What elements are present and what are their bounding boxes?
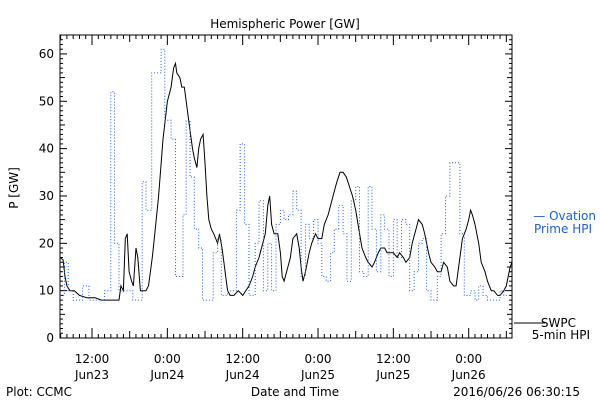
- y-tick-label: 50: [39, 94, 54, 108]
- x-tick-time-label: 0:00: [305, 352, 332, 366]
- y-tick-label: 40: [39, 142, 54, 156]
- y-axis-label: P [GW]: [7, 167, 21, 209]
- y-tick-label: 10: [39, 284, 54, 298]
- x-tick-time-label: 12:00: [376, 352, 411, 366]
- series-swpc-line: [59, 61, 513, 301]
- x-axis: 12:00 Jun23 0:00 Jun24 12:00 Jun24 0:00 Jun25 12…: [60, 35, 507, 382]
- y-axis: 0 10 20 30 40 50 60: [39, 34, 512, 345]
- y-tick-label: 60: [39, 47, 54, 61]
- x-tick-day-label: Jun25: [300, 368, 335, 382]
- x-tick-time-label: 0:00: [154, 352, 181, 366]
- x-axis-label: Date and Time: [251, 385, 339, 399]
- plot-timestamp: 2016/06/26 06:30:15: [453, 385, 580, 399]
- x-tick-day-label: Jun23: [74, 368, 109, 382]
- x-tick-time-label: 12:00: [75, 352, 110, 366]
- x-tick-time-label: 12:00: [225, 352, 260, 366]
- legend-ovation-label-line2: Prime HPI: [534, 222, 592, 236]
- legend-swpc-label-line1: SWPC: [541, 316, 576, 330]
- plot-frame: [59, 34, 513, 339]
- x-tick-day-label: Jun24: [225, 368, 260, 382]
- x-tick-day-label: Jun25: [375, 368, 410, 382]
- x-tick-time-label: 0:00: [455, 352, 482, 366]
- series-group: [59, 48, 513, 301]
- plot-credit: Plot: CCMC: [6, 385, 72, 399]
- y-tick-label: 30: [39, 189, 54, 203]
- y-tick-label: 20: [39, 236, 54, 250]
- x-tick-day-label: Jun26: [451, 368, 486, 382]
- chart-title: Hemispheric Power [GW]: [210, 17, 360, 31]
- x-tick-day-label: Jun24: [149, 368, 184, 382]
- legend-swpc-label-line2: 5-min HPI: [532, 328, 590, 342]
- y-tick-label: 0: [46, 331, 54, 345]
- legend-ovation-label-line1: — Ovation: [533, 209, 596, 223]
